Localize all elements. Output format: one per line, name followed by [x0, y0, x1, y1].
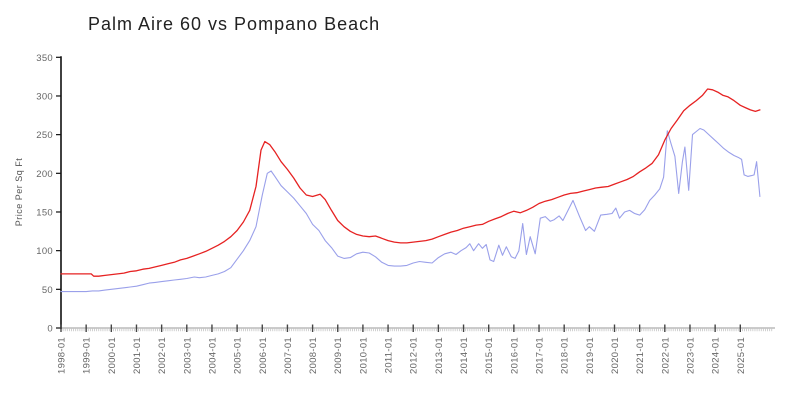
y-tick-label: 150	[36, 207, 53, 218]
y-tick-label: 0	[47, 324, 53, 335]
y-tick-label: 200	[36, 169, 53, 180]
x-tick-label: 1998-01	[57, 337, 68, 374]
x-tick-label: 2006-01	[258, 337, 269, 374]
y-tick-label: 300	[36, 91, 53, 102]
x-tick-label: 2010-01	[358, 337, 369, 374]
x-tick-label: 2002-01	[157, 337, 168, 374]
x-tick-label: 2011-01	[384, 337, 395, 373]
x-tick-label: 2018-01	[560, 337, 571, 374]
x-tick-label: 2001-01	[132, 337, 143, 374]
x-tick-label: 2022-01	[660, 337, 671, 374]
y-axis-title: Price Per Sq Ft	[14, 158, 24, 227]
x-tick-label: 2004-01	[207, 337, 218, 374]
chart-title: Palm Aire 60 vs Pompano Beach	[88, 14, 381, 34]
x-tick-label: 2012-01	[409, 337, 420, 374]
x-tick-label: 2000-01	[107, 337, 118, 374]
y-tick-label: 250	[36, 130, 53, 141]
x-tick-label: 2003-01	[182, 337, 193, 374]
y-tick-label: 100	[36, 246, 53, 257]
x-tick-label: 2023-01	[685, 337, 696, 374]
x-tick-label: 2025-01	[736, 337, 747, 374]
series-line-palm-aire-60	[60, 127, 761, 293]
series-line-pompano-beach	[60, 88, 761, 277]
x-tick-label: 2009-01	[333, 337, 344, 374]
x-tick-label: 2005-01	[233, 337, 244, 374]
x-tick-label: 2015-01	[484, 337, 495, 374]
x-tick-label: 2014-01	[459, 337, 470, 374]
x-tick-label: 2024-01	[711, 337, 722, 374]
x-tick-label: 2020-01	[610, 337, 621, 374]
x-tick-label: 2007-01	[283, 337, 294, 374]
x-tick-label: 2021-01	[635, 337, 646, 374]
x-tick-label: 1999-01	[82, 337, 93, 374]
x-tick-label: 2008-01	[308, 337, 319, 374]
x-tick-label: 2013-01	[434, 337, 445, 374]
x-tick-label: 2017-01	[535, 337, 546, 374]
y-tick-label: 50	[42, 285, 53, 296]
x-tick-label: 2016-01	[509, 337, 520, 374]
y-tick-label: 350	[36, 53, 53, 64]
x-tick-label: 2019-01	[585, 337, 596, 374]
